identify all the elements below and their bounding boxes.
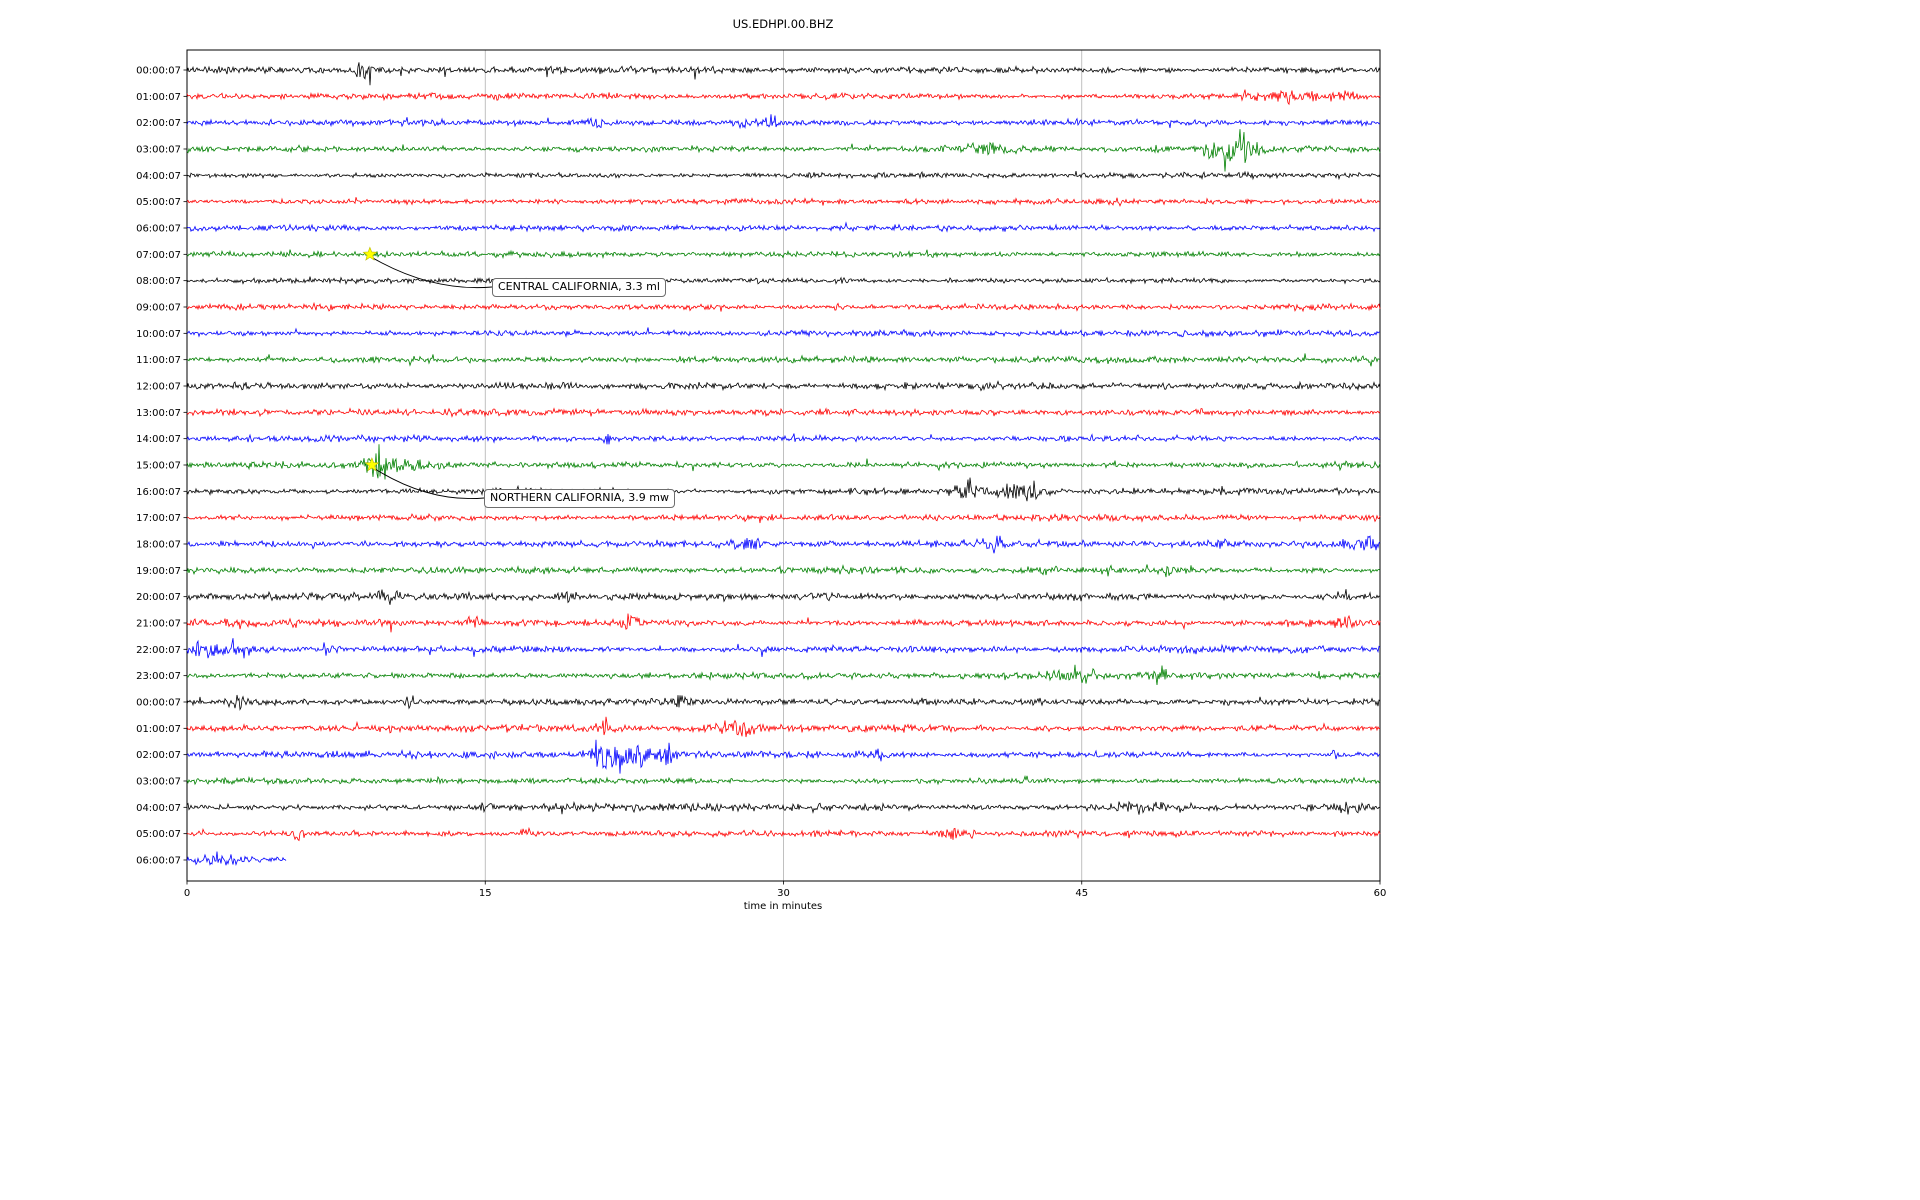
x-tick-label: 30 bbox=[777, 888, 790, 899]
row-time-label: 19:00:07 bbox=[136, 566, 181, 577]
row-time-label: 04:00:07 bbox=[136, 171, 181, 182]
seismogram-trace bbox=[186, 327, 1381, 338]
row-time-label: 00:00:07 bbox=[136, 697, 181, 708]
seismogram-trace bbox=[186, 513, 1381, 524]
row-time-label: 00:00:07 bbox=[136, 66, 181, 77]
row-time-label: 22:00:07 bbox=[136, 645, 181, 656]
row-time-label: 03:00:07 bbox=[136, 144, 181, 155]
seismogram-trace bbox=[186, 221, 1381, 233]
row-time-label: 05:00:07 bbox=[136, 197, 181, 208]
seismogram-trace bbox=[186, 800, 1381, 815]
row-time-label: 11:00:07 bbox=[136, 355, 181, 366]
row-time-label: 02:00:07 bbox=[136, 118, 181, 129]
row-time-label: 06:00:07 bbox=[136, 855, 181, 866]
seismogram-trace bbox=[186, 477, 1381, 502]
x-tick-label: 15 bbox=[479, 888, 492, 899]
event-annotation: CENTRAL CALIFORNIA, 3.3 ml bbox=[492, 278, 666, 297]
seismogram-trace bbox=[186, 638, 1381, 659]
annotation-arrow bbox=[371, 466, 485, 500]
event-star-icon bbox=[364, 457, 380, 472]
row-time-label: 17:00:07 bbox=[136, 513, 181, 524]
seismogram-trace bbox=[186, 716, 1381, 738]
row-time-label: 05:00:07 bbox=[136, 829, 181, 840]
seismogram-trace bbox=[186, 535, 1381, 554]
row-time-label: 01:00:07 bbox=[136, 92, 181, 103]
seismogram-trace bbox=[186, 276, 1381, 285]
row-time-label: 14:00:07 bbox=[136, 434, 181, 445]
seismogram-trace bbox=[186, 249, 1381, 260]
row-time-label: 01:00:07 bbox=[136, 724, 181, 735]
seismogram-trace bbox=[186, 664, 1381, 686]
seismogram-trace bbox=[186, 433, 1381, 445]
seismogram-trace bbox=[186, 564, 1381, 578]
event-star-icon bbox=[362, 246, 378, 261]
seismogram-trace bbox=[186, 739, 1381, 774]
annotation-arrow bbox=[369, 255, 493, 289]
row-time-label: 18:00:07 bbox=[136, 539, 181, 550]
x-tick-label: 0 bbox=[184, 888, 190, 899]
seismogram-trace bbox=[186, 774, 1381, 786]
row-time-label: 03:00:07 bbox=[136, 776, 181, 787]
x-tick-label: 45 bbox=[1075, 888, 1088, 899]
seismogram-trace bbox=[186, 613, 1381, 633]
seismogram-trace bbox=[186, 62, 1381, 86]
row-time-label: 09:00:07 bbox=[136, 302, 181, 313]
chart-title: US.EDHPI.00.BHZ bbox=[733, 17, 834, 31]
seismogram-trace bbox=[186, 694, 1381, 711]
row-time-label: 21:00:07 bbox=[136, 618, 181, 629]
seismogram-trace bbox=[186, 89, 1381, 106]
event-annotation: NORTHERN CALIFORNIA, 3.9 mw bbox=[484, 489, 675, 508]
seismogram-trace bbox=[186, 170, 1381, 181]
row-time-label: 07:00:07 bbox=[136, 250, 181, 261]
row-time-label: 13:00:07 bbox=[136, 408, 181, 419]
row-time-label: 04:00:07 bbox=[136, 803, 181, 814]
row-time-label: 10:00:07 bbox=[136, 329, 181, 340]
seismogram-trace bbox=[186, 129, 1381, 172]
seismogram-trace bbox=[186, 444, 1381, 480]
seismogram-trace bbox=[186, 407, 1381, 418]
row-time-label: 06:00:07 bbox=[136, 223, 181, 234]
row-time-label: 12:00:07 bbox=[136, 381, 181, 392]
row-time-label: 20:00:07 bbox=[136, 592, 181, 603]
row-time-label: 16:00:07 bbox=[136, 487, 181, 498]
seismogram-trace bbox=[187, 353, 1381, 367]
row-time-label: 08:00:07 bbox=[136, 276, 181, 287]
row-time-label: 23:00:07 bbox=[136, 671, 181, 682]
row-time-label: 02:00:07 bbox=[136, 750, 181, 761]
seismogram-trace bbox=[186, 301, 1381, 313]
seismogram-trace bbox=[186, 380, 1381, 392]
seismogram-trace bbox=[186, 851, 287, 866]
seismogram-trace bbox=[186, 826, 1381, 842]
seismogram-trace bbox=[186, 197, 1381, 207]
seismogram-trace bbox=[186, 114, 1381, 130]
x-tick-label: 60 bbox=[1374, 888, 1387, 899]
row-time-label: 15:00:07 bbox=[136, 460, 181, 471]
x-axis-label: time in minutes bbox=[744, 901, 823, 912]
seismogram-trace bbox=[186, 589, 1381, 605]
